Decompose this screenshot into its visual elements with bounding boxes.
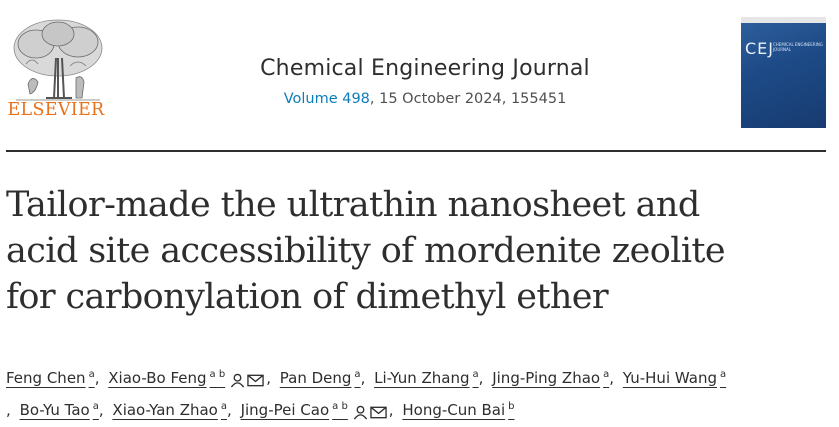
separator: , <box>98 401 104 419</box>
affiliation-marker: a <box>354 369 361 380</box>
journal-info: Chemical Engineering Journal Volume 498,… <box>200 56 650 107</box>
affiliation-marker: a <box>220 401 228 412</box>
affiliation-marker: a <box>92 401 99 412</box>
affiliation-marker: a <box>719 369 727 380</box>
affiliation-marker: a <box>472 369 479 380</box>
citation-details: , 15 October 2024, 155451 <box>369 91 567 107</box>
cover-strip <box>741 17 826 23</box>
author-pan-deng[interactable]: Pan Deng a <box>279 369 361 387</box>
elsevier-tree-icon <box>13 19 103 101</box>
separator: , <box>360 369 366 387</box>
author-yu-hui-wang[interactable]: Yu-Hui Wang a <box>622 369 727 387</box>
header-divider <box>6 150 826 152</box>
cover-abbrev: CEJ <box>745 39 774 58</box>
author-hong-cun-bai[interactable]: Hong-Cun Bai b <box>402 401 515 419</box>
separator: , <box>266 369 271 387</box>
person-icon <box>231 373 245 388</box>
author-xiao-yan-zhao[interactable]: Xiao-Yan Zhao a <box>112 401 228 419</box>
author-jing-ping-zhao[interactable]: Jing-Ping Zhao a <box>492 369 610 387</box>
author-list: Feng Chen a, Xiao-Bo Feng a b, Pan Deng a, … <box>6 363 834 427</box>
affiliation-marker: a <box>603 369 610 380</box>
journal-cover-thumbnail[interactable]: CEJ CHEMICAL ENGINEERING JOURNAL <box>741 17 826 128</box>
title-line-3: for carbonylation of dimethyl ether <box>6 277 609 317</box>
author-jing-pei-cao[interactable]: Jing-Pei Cao a b <box>241 401 389 420</box>
affiliation-marker: b <box>508 401 515 412</box>
journal-citation: Volume 498, 15 October 2024, 155451 <box>200 91 650 107</box>
journal-title[interactable]: Chemical Engineering Journal <box>260 56 590 81</box>
title-line-2: acid site accessibility of mordenite zeo… <box>6 231 726 271</box>
author-xiao-bo-feng[interactable]: Xiao-Bo Feng a b <box>108 369 266 388</box>
affiliation-marker: a <box>88 369 95 380</box>
separator: , <box>388 401 394 419</box>
title-line-1: Tailor-made the ultrathin nanosheet and <box>6 185 700 225</box>
author-li-yun-zhang[interactable]: Li-Yun Zhang a <box>374 369 479 387</box>
envelope-icon <box>247 374 264 387</box>
affiliation-marker: a b <box>332 401 348 412</box>
separator: , <box>478 369 484 387</box>
envelope-icon <box>370 406 387 419</box>
article-title: Tailor-made the ultrathin nanosheet and … <box>6 182 836 320</box>
separator: , <box>609 369 615 387</box>
cover-subtitle: CHEMICAL ENGINEERING JOURNAL <box>773 42 823 52</box>
volume-link[interactable]: Volume 498 <box>283 91 370 107</box>
affiliation-marker: a b <box>209 369 226 380</box>
author-feng-chen[interactable]: Feng Chen a <box>6 369 95 387</box>
elsevier-logo[interactable] <box>6 14 110 130</box>
separator: , <box>94 369 100 387</box>
article-header: ELSEVIER Chemical Engineering Journal Vo… <box>0 0 839 150</box>
author-bo-yu-tao[interactable]: Bo-Yu Tao a <box>19 401 99 419</box>
separator: , <box>6 401 11 419</box>
person-icon <box>353 405 367 420</box>
separator: , <box>227 401 232 419</box>
publisher-wordmark: ELSEVIER <box>7 100 105 120</box>
